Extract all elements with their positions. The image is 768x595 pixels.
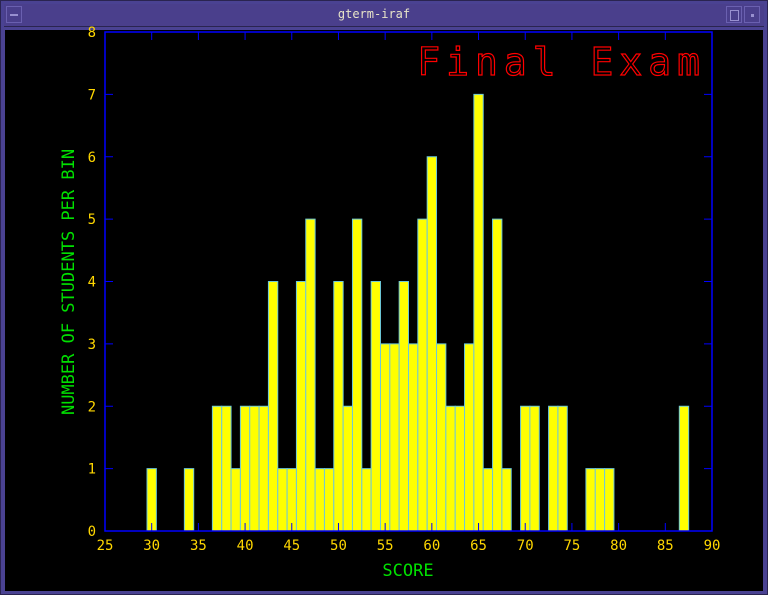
histogram-bar [286, 468, 297, 532]
histogram-bar [529, 405, 540, 532]
x-tick-label: 55 [377, 538, 394, 554]
histogram-bar [398, 281, 409, 532]
histogram-bar [239, 405, 251, 532]
x-tick-label: 45 [283, 538, 300, 554]
x-tick-label: 90 [704, 538, 721, 554]
histogram-bar [454, 405, 466, 532]
histogram-bar [314, 468, 325, 532]
x-tick-label: 40 [237, 538, 254, 554]
histogram-bar [342, 405, 353, 532]
y-tick-label: 2 [88, 399, 96, 415]
histogram-bar [277, 468, 288, 532]
chart-title: Final Exam [417, 40, 706, 84]
y-tick-label: 3 [88, 337, 96, 353]
histogram-bar [473, 93, 484, 532]
histogram-bar [520, 405, 531, 532]
x-tick-label: 60 [423, 538, 440, 554]
x-tick-label: 50 [330, 538, 347, 554]
histogram-bar [678, 405, 690, 532]
x-tick-label: 75 [563, 538, 580, 554]
histogram-bar [548, 405, 559, 532]
histogram-bar [436, 343, 447, 532]
histogram-bar [492, 218, 503, 532]
histogram-bar [249, 405, 260, 532]
y-tick-label: 1 [88, 462, 96, 478]
x-axis-label: SCORE [382, 561, 433, 581]
histogram-bar [604, 468, 615, 532]
y-tick-label: 8 [88, 25, 96, 41]
maximize-button[interactable] [726, 6, 742, 23]
maximize-icon [730, 10, 739, 21]
histogram-bar [426, 156, 438, 532]
histogram-bar [408, 343, 419, 532]
x-tick-label: 30 [143, 538, 160, 554]
window-title: gterm-iraf [337, 7, 411, 21]
histogram-bar [557, 405, 568, 532]
y-tick-label: 0 [88, 524, 96, 540]
x-tick-label: 25 [97, 538, 114, 554]
window-menu-button[interactable] [6, 6, 22, 23]
histogram-bar [295, 281, 307, 532]
y-tick-label: 6 [88, 150, 96, 166]
histogram-bar [323, 468, 335, 532]
y-tick-label: 7 [88, 87, 96, 103]
histogram-bar [379, 343, 391, 532]
y-axis-label: NUMBER OF STUDENTS PER BIN [59, 149, 79, 415]
histogram-bar [585, 468, 596, 532]
histogram-bar [305, 218, 316, 532]
histogram-bar [482, 468, 494, 532]
x-tick-label: 35 [190, 538, 207, 554]
histogram-bar [267, 281, 279, 532]
x-tick-label: 70 [517, 538, 534, 554]
histogram-bar [351, 218, 363, 532]
x-tick-label: 80 [610, 538, 627, 554]
minus-icon [10, 14, 18, 16]
histogram-bar [417, 218, 428, 532]
histogram-bar [146, 468, 157, 532]
x-tick-label: 85 [657, 538, 674, 554]
x-tick-label: 65 [470, 538, 487, 554]
histogram-bar [389, 343, 400, 532]
histogram-bar [370, 281, 381, 532]
histogram-bar [258, 405, 269, 532]
histogram-bar [333, 281, 344, 532]
histogram-bar [361, 468, 372, 532]
histogram-bar [183, 468, 195, 532]
histogram-bar [211, 405, 223, 532]
minimize-icon [751, 14, 754, 17]
histogram-bar [230, 468, 241, 532]
title-bar[interactable]: gterm-iraf [4, 4, 764, 27]
histogram-bar [445, 405, 456, 532]
y-tick-label: 4 [88, 275, 96, 291]
histogram-bar [501, 468, 512, 532]
histogram-bar [464, 343, 475, 532]
y-tick-label: 5 [88, 212, 96, 228]
histogram-bar [594, 468, 606, 532]
histogram-bar [221, 405, 232, 532]
minimize-button[interactable] [744, 6, 760, 23]
